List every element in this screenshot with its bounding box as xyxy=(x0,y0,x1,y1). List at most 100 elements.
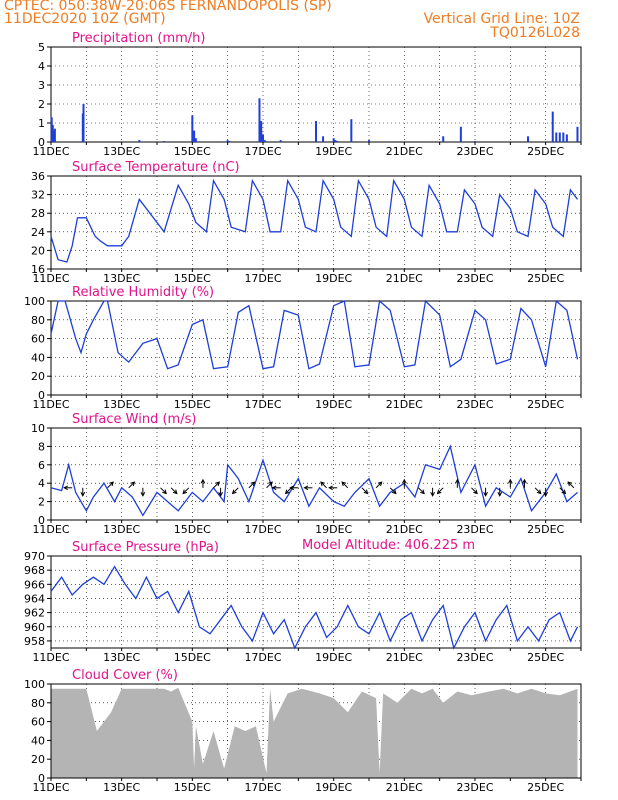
cloud-xtick-label-5: 21DEC xyxy=(386,781,423,794)
wind-arrowhead-31 xyxy=(497,492,503,497)
precip-bar-31 xyxy=(558,132,561,142)
precip-bar-16 xyxy=(263,140,266,142)
wind-arrow-2 xyxy=(107,481,114,489)
wind-arrowhead-29 xyxy=(473,489,478,495)
wind-ytick-label-2: 4 xyxy=(38,477,45,490)
pressure-ytick-label-1: 960 xyxy=(24,621,45,634)
temp-xtick-label-4: 19DEC xyxy=(315,272,352,285)
temp-xtick-label-0: 11DEC xyxy=(32,272,69,285)
precip-xtick-label-5: 21DEC xyxy=(386,145,423,158)
wind-arrowhead-1 xyxy=(80,492,86,497)
cloud-xtick-label-3: 17DEC xyxy=(244,781,281,794)
wind-arrowhead-7 xyxy=(182,489,188,495)
wind-frame xyxy=(50,427,582,521)
precip-bar-28 xyxy=(527,136,529,142)
pressure-ytick-label-6: 970 xyxy=(24,550,45,563)
temp-xtick-label-1: 13DEC xyxy=(103,272,140,285)
wind-arrow-36 xyxy=(559,487,566,494)
precip-bar-20 xyxy=(332,138,335,142)
rh-xtick-label-7: 25DEC xyxy=(527,398,564,411)
precip-bar-32 xyxy=(562,132,565,142)
precip-ytick-label-4: 4 xyxy=(38,60,45,73)
wind-arrow-12 xyxy=(248,481,255,489)
precip-bar-5 xyxy=(82,104,85,142)
precip-bar-23 xyxy=(350,119,353,142)
wind-arrowhead-4 xyxy=(140,492,146,497)
precip-xtick-label-2: 15DEC xyxy=(174,145,211,158)
rh-title: Relative Humidity (%) xyxy=(72,285,214,300)
wind-arrowhead-2 xyxy=(109,481,114,487)
wind-arrowhead-27 xyxy=(436,489,442,495)
cloud-xtick-label-2: 15DEC xyxy=(174,781,211,794)
wind-arrowhead-30 xyxy=(483,492,488,497)
wind-xtick-label-4: 19DEC xyxy=(315,523,352,536)
wind-arrow-21 xyxy=(361,487,368,494)
temp-ytick-label-2: 24 xyxy=(31,226,45,239)
rh-xtick-label-6: 23DEC xyxy=(456,398,493,411)
wind-arrowhead-34 xyxy=(536,489,542,495)
rh-frame xyxy=(50,300,582,396)
wind-arrowhead-14 xyxy=(271,485,277,491)
wind-arrowhead-15 xyxy=(284,489,290,495)
cloud-ytick-label-1: 20 xyxy=(31,753,45,766)
wind-arrow-13 xyxy=(266,481,273,489)
wind-title: Surface Wind (m/s) xyxy=(72,412,196,427)
precip-bar-19 xyxy=(322,136,325,142)
temp-xtick-label-7: 25DEC xyxy=(527,272,564,285)
pressure-xtick-label-4: 19DEC xyxy=(315,651,352,664)
wind-arrow-7 xyxy=(182,487,190,494)
precip-xtick-label-1: 13DEC xyxy=(103,145,140,158)
precip-bar-29 xyxy=(551,111,554,142)
wind-arrowhead-23 xyxy=(391,489,397,495)
pressure-frame xyxy=(50,555,582,649)
precip-bar-34 xyxy=(576,126,579,142)
wind-arrow-5 xyxy=(160,487,167,494)
pressure-xtick-label-1: 13DEC xyxy=(103,651,140,664)
wind-arrowhead-6 xyxy=(172,489,178,495)
wind-arrowhead-17 xyxy=(303,485,309,491)
wind-xtick-label-1: 13DEC xyxy=(103,523,140,536)
temp-ytick-label-3: 28 xyxy=(31,207,45,220)
precip-bar-2 xyxy=(52,130,55,142)
precip-ytick-label-3: 3 xyxy=(38,79,45,92)
precip-bar-13 xyxy=(258,98,261,142)
precip-bar-1 xyxy=(51,124,54,142)
pressure-ytick-label-3: 964 xyxy=(24,592,45,605)
wind-arrowhead-37 xyxy=(567,481,573,487)
temp-xtick-label-3: 17DEC xyxy=(244,272,281,285)
precip-ytick-label-5: 5 xyxy=(38,41,45,54)
precip-ytick-label-0: 0 xyxy=(38,136,45,149)
wind-ytick-label-4: 8 xyxy=(38,440,45,453)
wind-arrow-11 xyxy=(232,487,239,494)
wind-arrow-6 xyxy=(170,487,178,494)
header-datetime: 11DEC2020 10Z (GMT) xyxy=(4,11,166,27)
precip-xtick-label-7: 25DEC xyxy=(527,145,564,158)
wind-arrowhead-24 xyxy=(401,478,407,484)
precip-bar-12 xyxy=(228,141,231,142)
model-altitude: Model Altitude: 406.225 m xyxy=(302,538,476,553)
wind-ytick-label-5: 10 xyxy=(31,422,45,435)
wind-series-line xyxy=(50,444,578,517)
wind-arrow-22 xyxy=(375,481,383,489)
rh-xtick-label-0: 11DEC xyxy=(32,398,69,411)
cloud-xtick-label-0: 11DEC xyxy=(32,781,69,794)
cloud-title: Cloud Cover (%) xyxy=(72,668,178,683)
wind-xtick-label-2: 15DEC xyxy=(174,523,211,536)
wind-arrow-20 xyxy=(341,481,349,489)
rh-ytick-label-2: 40 xyxy=(31,351,45,364)
rh-ytick-label-1: 20 xyxy=(31,370,45,383)
header-grid-note: Vertical Grid Line: 10Z xyxy=(423,11,580,27)
wind-arrowhead-28 xyxy=(454,478,460,484)
cloud-xtick-label-4: 19DEC xyxy=(315,781,352,794)
wind-arrowhead-0 xyxy=(63,485,68,491)
precip-bar-17 xyxy=(279,140,282,142)
cloud-ytick-label-5: 100 xyxy=(24,678,45,691)
precip-bar-26 xyxy=(459,126,462,142)
wind-arrow-15 xyxy=(285,487,292,494)
precip-bar-21 xyxy=(334,140,337,142)
precip-bar-33 xyxy=(565,134,568,142)
pressure-ytick-label-4: 966 xyxy=(24,578,45,591)
wind-arrow-34 xyxy=(534,487,542,494)
wind-arrow-25 xyxy=(418,487,425,494)
pressure-ytick-label-0: 958 xyxy=(24,635,45,648)
